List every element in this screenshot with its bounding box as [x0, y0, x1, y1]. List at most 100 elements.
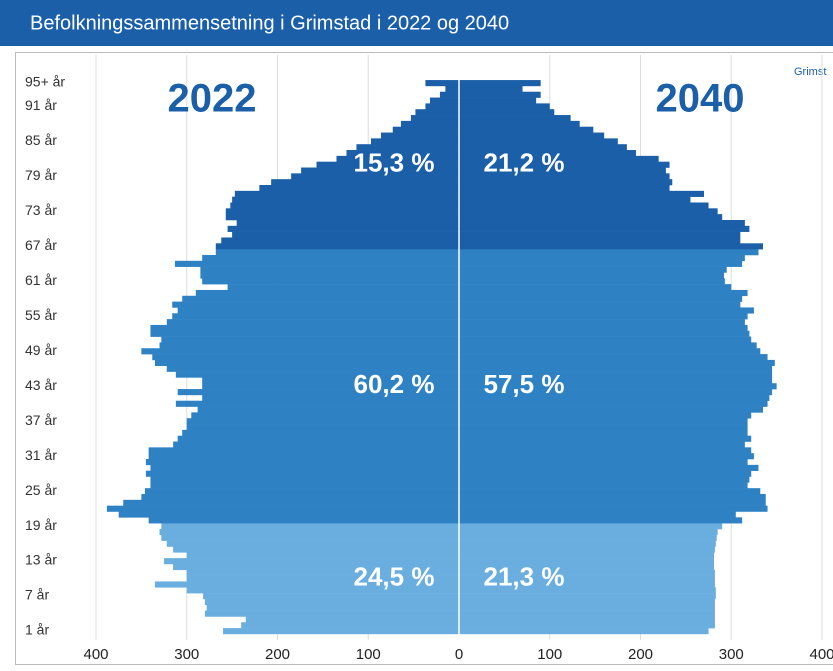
bar: [415, 109, 459, 116]
bar: [459, 488, 761, 495]
bar: [150, 482, 459, 489]
bar: [459, 225, 750, 232]
share-label: 57,5 %: [484, 369, 565, 399]
share-label: 24,5 %: [354, 561, 435, 591]
y-tick-label: 7 år: [25, 587, 49, 603]
series-label: 2022: [168, 77, 257, 121]
bar: [459, 132, 605, 139]
bar: [459, 593, 716, 600]
bar: [186, 418, 459, 425]
bar: [459, 523, 723, 530]
bar: [459, 179, 673, 186]
bar: [400, 120, 459, 128]
y-tick-label: 13 år: [25, 552, 57, 568]
bar: [459, 546, 715, 553]
bar: [459, 354, 768, 361]
bar: [204, 610, 459, 617]
y-tick-label: 79 år: [25, 167, 57, 183]
bar: [459, 173, 670, 180]
x-tick-label: 0: [455, 646, 463, 663]
bar: [459, 412, 752, 419]
bar: [459, 365, 773, 372]
header-bar: [0, 0, 833, 46]
bar: [161, 534, 459, 541]
bar: [459, 418, 748, 425]
y-tick-label: 25 år: [25, 482, 57, 498]
bar: [259, 185, 459, 192]
bar: [123, 499, 459, 506]
bar: [172, 301, 460, 308]
bar: [459, 80, 541, 87]
y-tick-label: 67 år: [25, 237, 57, 253]
bar: [459, 389, 773, 396]
x-tick-label: 200: [628, 646, 653, 663]
bar: [459, 295, 743, 302]
bar: [346, 150, 459, 157]
bar: [459, 301, 741, 308]
bar: [200, 272, 460, 279]
bar: [459, 126, 594, 133]
bar: [202, 278, 460, 285]
bar: [459, 581, 715, 588]
bar: [245, 616, 459, 623]
chart-title: Befolkningssammensetning i Grimstad i 20…: [30, 12, 509, 34]
bar: [204, 598, 459, 606]
bar: [459, 161, 670, 168]
bar: [459, 319, 745, 326]
bar: [271, 179, 459, 186]
bar: [145, 470, 459, 477]
bar: [459, 569, 715, 576]
bar: [459, 604, 715, 611]
bar: [177, 307, 460, 314]
bar: [459, 167, 666, 174]
bar: [150, 330, 459, 337]
bar: [459, 278, 725, 285]
bar: [459, 120, 580, 128]
y-tick-label: 49 år: [25, 342, 57, 358]
bar: [459, 540, 716, 547]
bar: [380, 132, 459, 139]
bar: [161, 523, 459, 530]
bar: [459, 598, 715, 606]
bar: [459, 470, 752, 477]
bar: [459, 499, 766, 506]
bar: [459, 109, 555, 116]
bar: [459, 534, 717, 541]
bar: [459, 511, 736, 518]
bar: [234, 190, 459, 197]
bar: [459, 552, 715, 559]
bar: [336, 155, 459, 162]
bar: [459, 482, 748, 489]
bar: [459, 214, 723, 221]
bar: [173, 563, 459, 571]
x-tick-label: 200: [265, 646, 290, 663]
bar: [174, 260, 459, 267]
bar: [227, 225, 459, 232]
y-tick-label: 91 år: [25, 97, 57, 113]
bar: [459, 202, 709, 209]
bar: [182, 295, 459, 302]
bar: [459, 324, 748, 332]
bar: [459, 243, 764, 250]
bar: [227, 284, 459, 291]
bar: [148, 447, 459, 454]
bar: [191, 412, 459, 419]
bar: [459, 377, 773, 384]
bar: [459, 371, 773, 378]
bar: [177, 435, 460, 442]
bar: [459, 231, 741, 238]
bar: [164, 558, 459, 565]
bar: [175, 400, 460, 407]
bar: [429, 97, 459, 104]
bar: [232, 231, 459, 238]
bar: [459, 429, 748, 436]
bar: [459, 459, 748, 466]
bar: [186, 552, 459, 559]
bar: [459, 517, 743, 524]
bar: [150, 324, 459, 332]
bar: [459, 91, 541, 98]
bar: [459, 447, 752, 454]
bar: [236, 219, 459, 227]
bar: [459, 155, 659, 162]
bar: [177, 389, 460, 396]
